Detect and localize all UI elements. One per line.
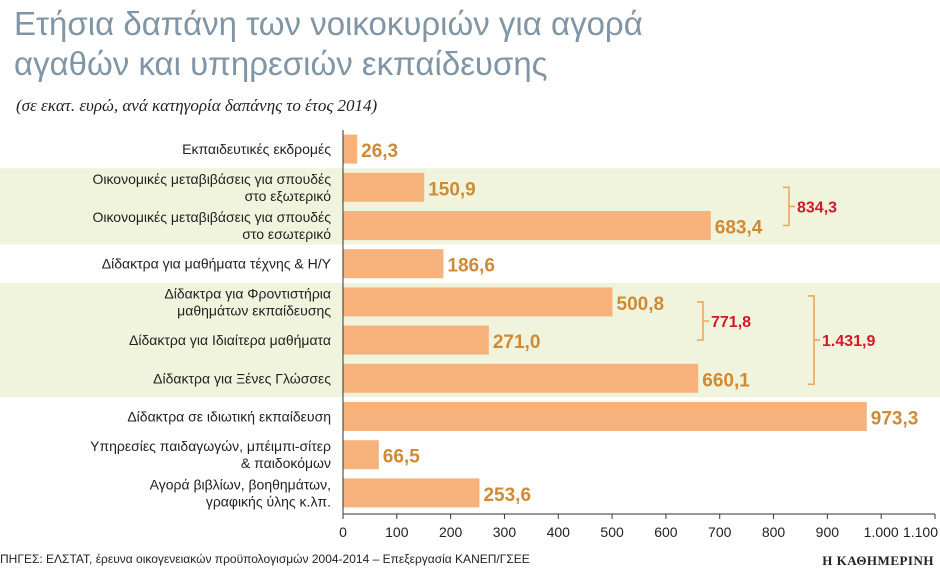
x-tick-label: 1.000 — [864, 524, 899, 540]
category-label: Υπηρεσίες παιδαγωγών, μπέιμπι-σίτερ — [90, 438, 331, 454]
x-tick-label: 300 — [493, 524, 517, 540]
category-label: Οικονομικές μεταβιβάσεις για σπουδές — [92, 171, 331, 187]
x-tick-label: 0 — [339, 524, 347, 540]
x-tick-label: 200 — [439, 524, 463, 540]
group-sum-label: 771,8 — [711, 314, 751, 331]
chart-title-line-2: αγαθών και υπηρεσιών εκπαίδευσης — [14, 45, 548, 82]
value-label: 660,1 — [702, 370, 750, 391]
x-tick-label: 600 — [654, 524, 678, 540]
x-tick-label: 900 — [816, 524, 840, 540]
x-tick-label: 100 — [385, 524, 409, 540]
value-label: 500,8 — [617, 294, 665, 315]
value-label: 150,9 — [428, 179, 476, 200]
chart-title-line-1: Ετήσια δαπάνη των νοικοκυριών για αγορά — [14, 5, 643, 42]
category-label: μαθημάτων εκπαίδευσης — [177, 302, 331, 318]
chart-subtitle: (σε εκατ. ευρώ, ανά κατηγορία δαπάνης το… — [16, 96, 378, 115]
bar — [343, 363, 699, 393]
bar — [343, 287, 613, 317]
bar — [343, 134, 358, 164]
category-label: Δίδακτρα για Φροντιστήρια — [164, 285, 331, 301]
category-label: Δίδακτρα για μαθήματα τέχνης & Η/Υ — [102, 256, 332, 272]
bar — [343, 402, 867, 431]
x-tick-label: 800 — [762, 524, 786, 540]
x-tick-label: 500 — [600, 524, 624, 540]
source-note: ΠΗΓΕΣ: ΕΛΣΤΑΤ, έρευνα οικογενειακών προϋ… — [0, 552, 530, 566]
category-label: Αγορά βιβλίων, βοηθημάτων, — [150, 476, 331, 492]
group-bracket — [808, 295, 820, 386]
value-label: 973,3 — [871, 409, 919, 430]
value-label: 66,5 — [383, 447, 420, 468]
category-label: Εκπαιδευτικές εκδρομές — [182, 141, 331, 157]
x-tick-label: 400 — [547, 524, 571, 540]
category-label: στο εξωτερικό — [245, 188, 332, 204]
publisher-brand: Η ΚΑΘΗΜΕΡΙΝΗ — [822, 553, 934, 568]
bar-chart: Εκπαιδευτικές εκδρομές 26,3 Οικονομικές με… — [0, 130, 940, 540]
bar — [343, 440, 379, 470]
category-label: γραφικής ύλης κ.λπ. — [206, 493, 331, 509]
chart-title: Ετήσια δαπάνη των νοικοκυριών για αγορά … — [14, 4, 934, 84]
value-label: 271,0 — [493, 332, 541, 353]
bar — [343, 249, 444, 279]
category-label: Δίδακτρα σε ιδιωτική εκπαίδευση — [127, 409, 331, 425]
bar — [343, 478, 480, 508]
value-label: 186,6 — [447, 256, 495, 277]
bar — [343, 211, 711, 240]
category-label: & παιδοκόμων — [241, 455, 331, 471]
group-bracket — [783, 186, 795, 227]
category-label: Δίδακτρα για Ιδιαίτερα μαθήματα — [129, 332, 331, 348]
value-label: 253,6 — [483, 485, 531, 506]
category-label: Δίδακτρα για Ξένες Γλώσσες — [153, 370, 331, 386]
x-tick-label: 700 — [708, 524, 732, 540]
group-sum-label: 1.431,9 — [822, 333, 875, 350]
x-tick-label: 1.100 — [903, 524, 938, 540]
category-label: στο εσωτερικό — [242, 226, 331, 242]
group-sum-label: 834,3 — [797, 199, 837, 216]
bar — [343, 172, 425, 202]
value-label: 683,4 — [715, 218, 763, 239]
value-label: 26,3 — [361, 141, 398, 162]
bar — [343, 325, 489, 355]
category-label: Οικονομικές μεταβιβάσεις για σπουδές — [92, 209, 331, 225]
group-bracket — [697, 301, 709, 341]
